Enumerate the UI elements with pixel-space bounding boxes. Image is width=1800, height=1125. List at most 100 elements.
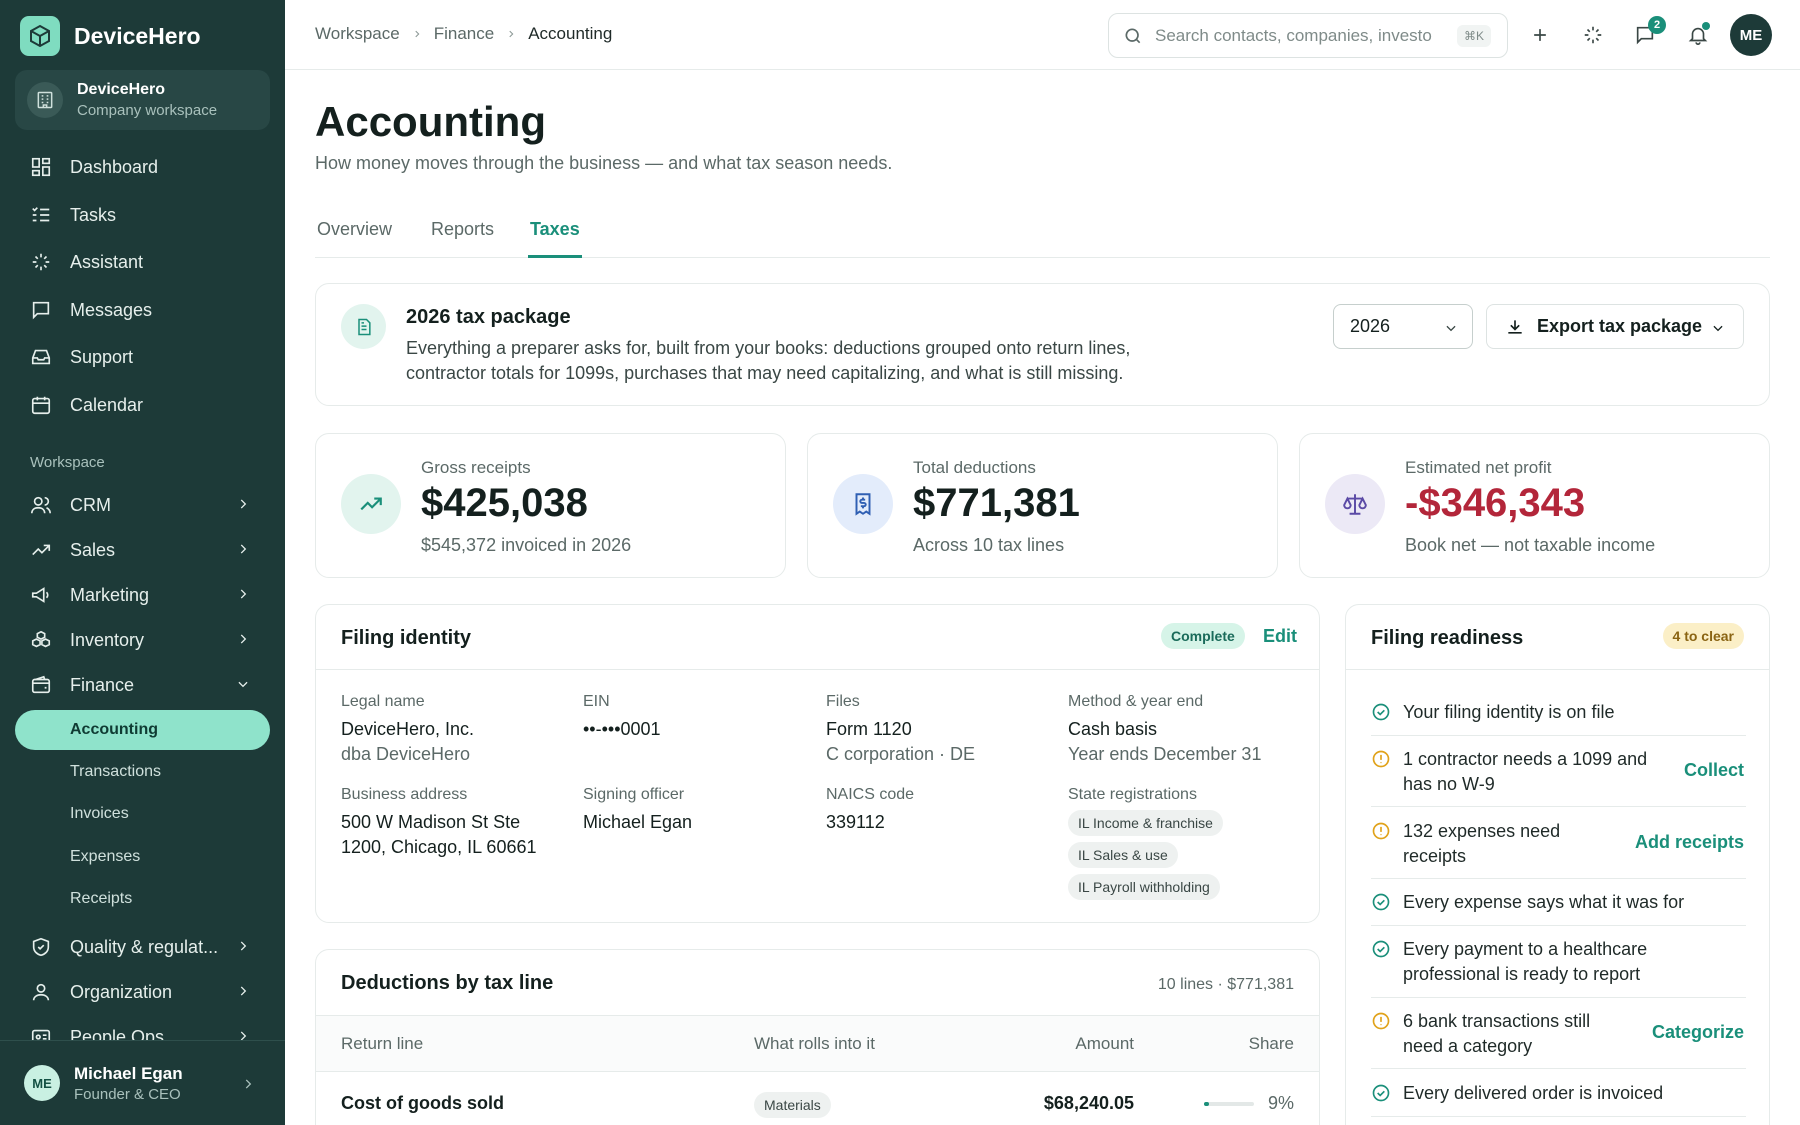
boxes-icon — [31, 630, 51, 648]
breadcrumb-finance[interactable]: Finance — [433, 24, 495, 43]
nav-marketing-label: Marketing — [70, 584, 150, 605]
nav-dashboard[interactable]: Dashboard — [15, 146, 270, 188]
year-select[interactable]: 2026 — [1333, 304, 1473, 349]
users-icon — [31, 496, 51, 514]
stat-net-profit: Estimated net profit -$346,343 Book net … — [1299, 433, 1770, 578]
readiness-text: Every expense says what it was for — [1403, 892, 1685, 912]
categorize-link[interactable]: Categorize — [1651, 1022, 1744, 1042]
warning-circle-icon — [1372, 1012, 1390, 1030]
package-description: Everything a preparer asks for, built fr… — [406, 338, 1131, 383]
breadcrumb: Workspace Finance Accounting — [315, 24, 612, 44]
nav-tasks-label: Tasks — [70, 204, 117, 225]
tab-taxes[interactable]: Taxes — [528, 219, 582, 258]
filing-identity-title: Filing identity — [341, 627, 471, 649]
nav-assistant[interactable]: Assistant — [15, 241, 270, 283]
address-line-1: 500 W Madison St Ste — [341, 812, 521, 832]
collect-link[interactable]: Collect — [1683, 760, 1744, 780]
messages-badge: 2 — [1648, 16, 1666, 34]
state-label: State registrations — [1068, 786, 1197, 803]
row-share: 9% — [1267, 1093, 1294, 1113]
method-label: Method & year end — [1068, 693, 1204, 710]
column-return-line[interactable]: Return line — [341, 1034, 424, 1053]
export-tax-package-button[interactable]: Export tax package — [1486, 304, 1744, 349]
add-receipts-link[interactable]: Add receipts — [1634, 832, 1744, 852]
nav-marketing[interactable]: Marketing — [15, 574, 270, 616]
readiness-item: 132 expenses need receipts — [1371, 819, 1601, 869]
bell-icon — [1688, 27, 1708, 45]
calendar-icon — [31, 396, 51, 415]
breadcrumb-workspace[interactable]: Workspace — [315, 24, 400, 43]
workspace-switcher[interactable]: DeviceHero Company workspace — [15, 70, 270, 130]
search-input[interactable] — [1155, 25, 1445, 46]
nav-quality[interactable]: Quality & regulat... — [15, 926, 270, 968]
nav-organization[interactable]: Organization — [15, 971, 270, 1013]
nav-crm-label: CRM — [70, 494, 111, 515]
check-circle-icon — [1372, 940, 1390, 958]
avatar[interactable]: ME — [1730, 14, 1772, 56]
nav-inventory[interactable]: Inventory — [15, 619, 270, 661]
assistant-button[interactable] — [1578, 20, 1608, 50]
nav-calendar[interactable]: Calendar — [15, 384, 270, 426]
wallet-icon — [31, 675, 51, 694]
app-name: DeviceHero — [74, 22, 201, 49]
tasks-icon — [32, 207, 50, 222]
user-menu[interactable]: ME Michael Egan Founder & CEO — [0, 1040, 285, 1125]
chevron-down-icon — [1446, 325, 1456, 332]
nav-support[interactable]: Support — [15, 336, 270, 378]
row-tag: Materials — [754, 1092, 831, 1118]
tab-bar: Overview Reports Taxes — [315, 215, 1770, 258]
add-button[interactable] — [1525, 20, 1555, 50]
nav-messages[interactable]: Messages — [15, 289, 270, 331]
sub-accounting[interactable]: Accounting — [15, 710, 270, 750]
chevron-down-icon — [1713, 325, 1723, 332]
naics-code: 339112 — [826, 812, 885, 832]
state-chip: IL Sales & use — [1068, 842, 1178, 868]
sub-invoices[interactable]: Invoices — [70, 805, 129, 822]
column-amount[interactable]: Amount — [1075, 1034, 1134, 1053]
nav-finance[interactable]: Finance — [15, 664, 270, 706]
readiness-item: Every expense says what it was for — [1371, 890, 1746, 915]
nav-inventory-label: Inventory — [70, 629, 145, 650]
sub-expenses[interactable]: Expenses — [70, 848, 141, 865]
tab-overview[interactable]: Overview — [317, 219, 393, 239]
filing-readiness-title: Filing readiness — [1371, 627, 1524, 649]
status-badge: Complete — [1161, 623, 1245, 649]
search-box[interactable]: ⌘K — [1108, 13, 1508, 58]
trend-up-icon — [341, 474, 401, 534]
chevron-right-icon — [509, 30, 514, 38]
dba: dba DeviceHero — [341, 744, 471, 764]
nav-dashboard-label: Dashboard — [70, 156, 159, 177]
sub-transactions[interactable]: Transactions — [70, 763, 161, 780]
brand[interactable]: DeviceHero — [20, 16, 201, 56]
naics-label: NAICS code — [826, 786, 915, 803]
deductions-title: Deductions by tax line — [341, 972, 554, 994]
nav-assistant-label: Assistant — [70, 251, 144, 272]
row-amount: $68,240.05 — [1043, 1093, 1134, 1113]
nav-tasks[interactable]: Tasks — [15, 194, 270, 236]
column-rolls-into: What rolls into it — [754, 1034, 875, 1053]
tab-reports[interactable]: Reports — [431, 219, 495, 239]
messages-button[interactable]: 2 — [1630, 16, 1666, 50]
chevron-right-icon — [240, 544, 247, 554]
stat-value: -$346,343 — [1405, 481, 1586, 525]
files-label: Files — [826, 693, 860, 710]
readiness-text: 1 contractor needs a 1099 and has no W-9 — [1403, 749, 1648, 794]
legal-name-label: Legal name — [341, 693, 425, 710]
edit-link[interactable]: Edit — [1263, 626, 1297, 646]
nav-crm[interactable]: CRM — [15, 484, 270, 526]
scale-icon — [1325, 474, 1385, 534]
nav-sales[interactable]: Sales — [15, 529, 270, 571]
message-icon — [32, 301, 50, 320]
stat-value: $425,038 — [421, 481, 588, 525]
chevron-right-icon — [240, 941, 247, 951]
nav-calendar-label: Calendar — [70, 394, 144, 415]
readiness-text: Every payment to a healthcare profession… — [1403, 939, 1648, 984]
topbar: Workspace Finance Accounting ⌘K 2 ME — [285, 0, 1800, 70]
column-share[interactable]: Share — [1248, 1034, 1294, 1053]
nav-support-label: Support — [70, 346, 134, 367]
notifications-button[interactable] — [1683, 20, 1713, 50]
files: Form 1120 — [826, 719, 912, 739]
readiness-text: Your filing identity is on file — [1403, 702, 1615, 722]
sub-receipts[interactable]: Receipts — [70, 890, 133, 907]
filing-identity-card: Filing identity Complete Edit Legal name… — [315, 604, 1320, 923]
